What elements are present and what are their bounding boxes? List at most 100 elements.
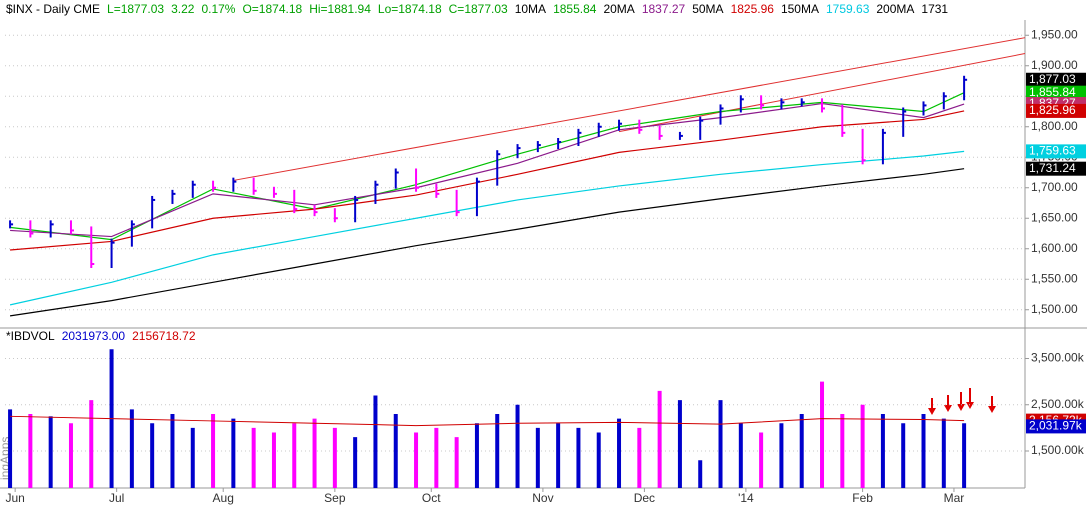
- volume-bar: [292, 423, 297, 488]
- x-tick-label: Mar: [944, 491, 965, 505]
- y-tick-label: 2,500.00k: [1031, 397, 1085, 411]
- x-tick-label: Dec: [634, 491, 655, 505]
- volume-bar: [129, 409, 134, 488]
- volume-bar: [28, 414, 33, 488]
- price-tag-label: 1,877.03: [1029, 72, 1076, 86]
- volume-bar: [901, 423, 906, 488]
- volume-bar: [271, 432, 276, 488]
- header-item: $INX - Daily CME: [6, 2, 100, 16]
- header-item: *IBDVOL: [6, 329, 55, 343]
- x-tick-label: Sep: [324, 491, 346, 505]
- y-tick-label: 3,500.00k: [1031, 351, 1085, 365]
- x-tick-label: Jul: [109, 491, 124, 505]
- moving-average: [9, 150, 965, 306]
- volume-bar: [332, 427, 337, 488]
- price-tag: [1026, 103, 1086, 118]
- volume-bar: [820, 381, 825, 488]
- volume-bar: [576, 427, 581, 488]
- y-tick-label: 1,950.00: [1031, 27, 1078, 41]
- header-item: 1731: [921, 2, 948, 16]
- x-tick-label: Aug: [213, 491, 234, 505]
- x-tick-label: Feb: [852, 491, 873, 505]
- header-item: 1759.63: [826, 2, 870, 16]
- volume-bar: [474, 423, 479, 488]
- price-tag: [1026, 419, 1086, 434]
- price-tag-label: 2,031.97k: [1029, 419, 1083, 433]
- price-tag-label: 1,759.63: [1029, 144, 1076, 158]
- volume-bar: [941, 418, 946, 488]
- volume-bar: [393, 414, 398, 488]
- price-tag: [1026, 72, 1086, 87]
- volume-bar: [738, 423, 743, 488]
- y-tick-label: 1,650.00: [1031, 210, 1078, 224]
- volume-bar: [617, 418, 622, 488]
- x-tick-label: Nov: [532, 491, 553, 505]
- volume-bar: [718, 400, 723, 488]
- x-tick-label: '14: [738, 491, 754, 505]
- volume-bar: [89, 400, 94, 488]
- volume-bar: [921, 414, 926, 488]
- y-tick-label: 1,600.00: [1031, 241, 1078, 255]
- volume-bar: [454, 437, 459, 488]
- volume-bar: [759, 432, 764, 488]
- volume-bar: [48, 416, 53, 488]
- volume-bar: [860, 404, 865, 488]
- volume-bar: [68, 423, 73, 488]
- header-item: 10MA: [515, 2, 546, 16]
- volume-bar: [596, 432, 601, 488]
- volume-bar: [170, 414, 175, 488]
- volume-bar: [231, 418, 236, 488]
- y-tick-label: 1,500.00: [1031, 302, 1078, 316]
- volume-bar: [677, 400, 682, 488]
- header-item: C=1877.03: [449, 2, 508, 16]
- y-tick-label: 1,550.00: [1031, 271, 1078, 285]
- price-tag: [1026, 85, 1086, 100]
- volume-average: [10, 415, 965, 427]
- header-item: Lo=1874.18: [378, 2, 442, 16]
- header-item: 0.17%: [201, 2, 235, 16]
- price-tag-label: 1,825.96: [1029, 103, 1076, 117]
- header-item: 200MA: [876, 2, 914, 16]
- header-item: L=1877.03: [107, 2, 164, 16]
- volume-bar: [880, 414, 885, 488]
- moving-average: [10, 102, 965, 238]
- volume-bar: [779, 423, 784, 488]
- header-item: 2031973.00: [62, 329, 126, 343]
- volume-bar: [414, 432, 419, 488]
- volume-bar: [698, 460, 703, 488]
- y-tick-label: 1,800.00: [1031, 119, 1078, 133]
- volume-bar: [495, 414, 500, 488]
- moving-average: [10, 110, 965, 251]
- y-tick-label: 1,700.00: [1031, 180, 1078, 194]
- volume-bar: [251, 427, 256, 488]
- price-tag-label: 1,855.84: [1029, 85, 1076, 99]
- volume-bar: [8, 409, 13, 488]
- volume-bar: [515, 404, 520, 488]
- volume-bar: [657, 390, 662, 488]
- volume-bar: [556, 423, 561, 488]
- header-item: 3.22: [171, 2, 195, 16]
- volume-bar: [840, 414, 845, 488]
- price-tag-label: 1,731.24: [1029, 161, 1076, 175]
- header-item: 1837.27: [642, 2, 686, 16]
- header-item: 1855.84: [553, 2, 597, 16]
- price-tag: [1026, 144, 1086, 159]
- y-tick-label: 1,900.00: [1031, 58, 1078, 72]
- x-tick-label: Oct: [422, 491, 441, 505]
- volume-bar: [211, 414, 216, 488]
- volume-bar: [190, 427, 195, 488]
- volume-bar: [637, 427, 642, 488]
- moving-average: [9, 168, 965, 317]
- volume-bar: [353, 437, 358, 488]
- volume-bar: [312, 418, 317, 488]
- volume-bar: [962, 423, 967, 488]
- header-item: 150MA: [781, 2, 819, 16]
- header-item: 2156718.72: [132, 329, 196, 343]
- header-item: O=1874.18: [242, 2, 302, 16]
- y-tick-label: 1,500.00k: [1031, 443, 1085, 457]
- header-item: 1825.96: [731, 2, 775, 16]
- volume-bar: [150, 423, 155, 488]
- volume-bar: [373, 395, 378, 488]
- trendline: [618, 53, 1026, 133]
